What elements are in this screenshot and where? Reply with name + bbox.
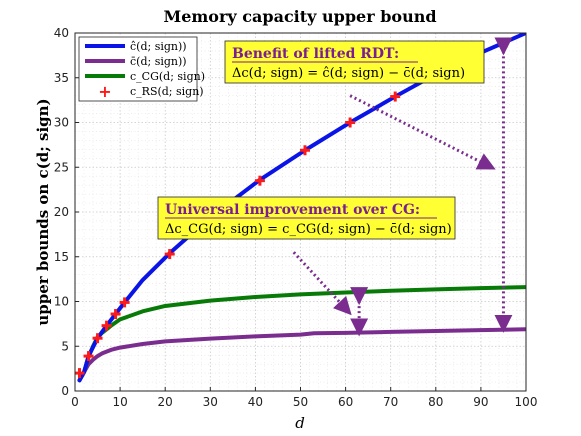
x-tick-label: 100	[515, 395, 538, 409]
y-tick-label: 15	[54, 250, 69, 264]
y-tick-label: 0	[61, 384, 69, 398]
rs-marker	[254, 175, 265, 186]
annotation-title-cg: Universal improvement over CG:	[165, 202, 420, 218]
rs-marker	[83, 351, 94, 362]
y-tick-label: 20	[54, 205, 69, 219]
rs-marker	[300, 145, 311, 156]
series-layer	[75, 33, 526, 383]
axis-ticks: 0 10 20 30 40 50 60 70 80 90 100 0 5 10 15 20 25 30 35 40	[54, 26, 538, 409]
rs-marker	[345, 117, 356, 128]
x-axis-label: d	[295, 414, 305, 432]
chart-title: Memory capacity upper bound	[163, 7, 436, 26]
annotation-formula-lifted-rdt: Δc(d; sign) = ĉ(d; sign) − c̄(d; sign)	[232, 66, 465, 81]
rs-marker	[75, 368, 85, 379]
y-tick-label: 30	[54, 116, 69, 130]
y-tick-label: 25	[54, 160, 69, 174]
legend: ĉ(d; sign)) c̄(d; sign)) c_CG(d; sign) +…	[78, 36, 205, 102]
x-tick-label: 50	[293, 395, 308, 409]
x-tick-label: 80	[428, 395, 443, 409]
x-tick-label: 40	[248, 395, 263, 409]
legend-label-c-bar: c̄(d; sign))	[130, 55, 187, 68]
x-tick-label: 60	[338, 395, 353, 409]
legend-swatch-c-rs: +	[98, 82, 111, 101]
y-tick-label: 10	[54, 295, 69, 309]
annotation-arrows	[292, 37, 513, 337]
x-tick-label: 90	[473, 395, 488, 409]
rs-marker	[92, 333, 103, 344]
x-tick-label: 30	[203, 395, 218, 409]
annotation-title-lifted-rdt: Benefit of lifted RDT:	[232, 46, 399, 62]
annotation-formula-cg: Δc_CG(d; sign) = c_CG(d; sign) − c̄(d; s…	[165, 222, 452, 237]
x-tick-label: 0	[71, 395, 79, 409]
legend-label-c-hat: ĉ(d; sign))	[130, 40, 187, 53]
rs-marker	[101, 320, 112, 331]
rs-marker	[110, 309, 121, 320]
y-axis-label: upper bounds on c(d; sign)	[34, 98, 52, 325]
x-tick-label: 10	[112, 395, 127, 409]
legend-label-c-rs: c_RS(d; sign)	[130, 85, 204, 98]
series-line-c-bar	[77, 327, 526, 383]
y-tick-label: 5	[61, 339, 69, 353]
legend-label-c-cg: c_CG(d; sign)	[130, 70, 205, 83]
rs-marker	[119, 297, 130, 308]
annotation-cg: Universal improvement over CG: Δc_CG(d; …	[157, 196, 456, 240]
rs-marker	[390, 91, 401, 102]
y-tick-label: 40	[54, 26, 69, 40]
annotation-lifted-rdt: Benefit of lifted RDT: Δc(d; sign) = ĉ(d…	[224, 40, 485, 84]
y-tick-label: 35	[54, 71, 69, 85]
lifted-rdt-pointer-arrow	[349, 94, 496, 170]
x-tick-label: 70	[383, 395, 398, 409]
x-tick-label: 20	[158, 395, 173, 409]
rs-marker	[164, 249, 175, 260]
